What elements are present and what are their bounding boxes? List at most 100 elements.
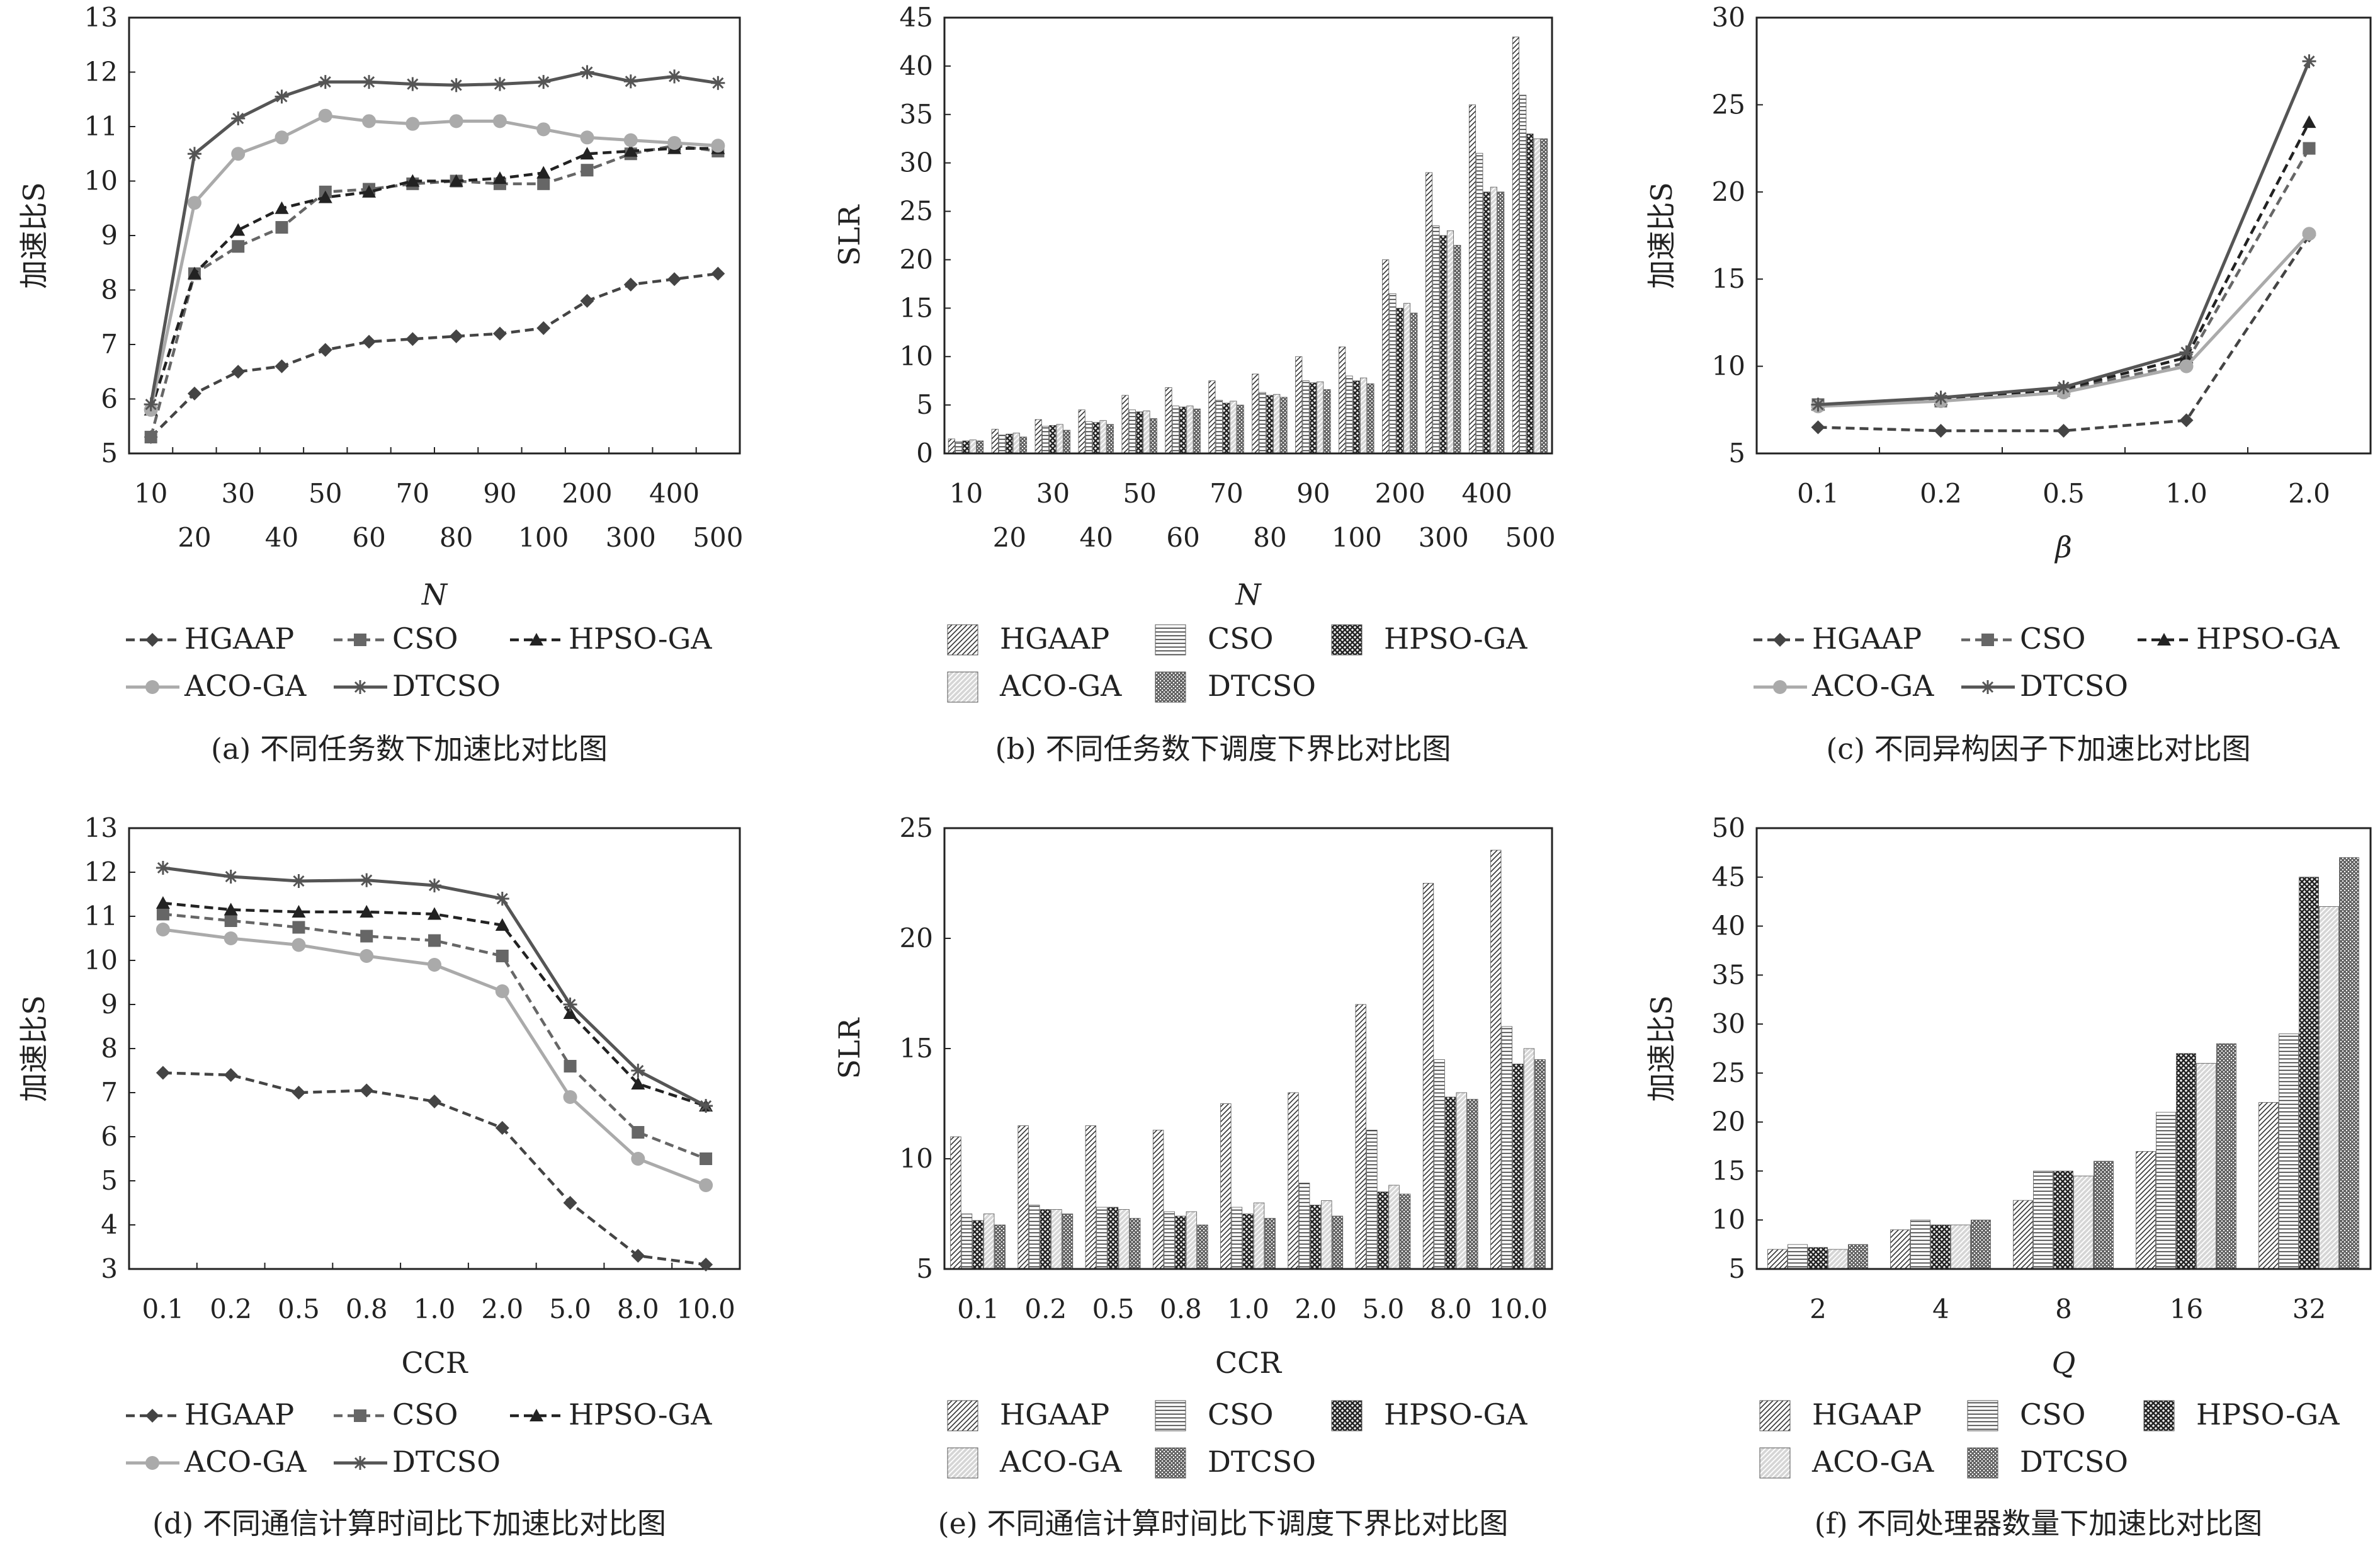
legend-label-cso: CSO bbox=[392, 622, 458, 656]
x-tick-label: 500 bbox=[1505, 522, 1555, 553]
bar bbox=[1056, 424, 1063, 454]
bar bbox=[1062, 1214, 1074, 1270]
data-point bbox=[631, 1064, 645, 1078]
legend-swatch-aco-ga bbox=[947, 1447, 978, 1479]
y-tick-label: 45 bbox=[900, 2, 933, 33]
legend-marker-hpso-ga bbox=[530, 633, 543, 646]
legend-marker-aco-ga bbox=[145, 680, 159, 694]
panel-caption: (e) 不同通信计算时间比下调度下界比对比图 bbox=[938, 1506, 1509, 1540]
legend-swatch-cso bbox=[1967, 1400, 1998, 1431]
x-tick-label: 400 bbox=[1462, 478, 1512, 509]
plot-frame bbox=[1755, 827, 2372, 1270]
bar bbox=[1231, 1207, 1243, 1270]
y-axis-label: 加速比S bbox=[1645, 182, 1679, 289]
bar bbox=[991, 429, 999, 454]
bar bbox=[2094, 1161, 2114, 1270]
x-tick-label: 30 bbox=[221, 478, 254, 509]
bar bbox=[1172, 406, 1179, 454]
data-point bbox=[492, 77, 507, 91]
data-point bbox=[405, 332, 420, 346]
series-hgaap bbox=[948, 37, 1519, 454]
x-tick-label: 70 bbox=[396, 478, 429, 509]
data-point bbox=[231, 147, 246, 161]
legend-swatch-dtcso bbox=[1155, 1447, 1186, 1479]
legend-marker-dtcso bbox=[353, 1456, 367, 1470]
y-tick-label: 5 bbox=[101, 1165, 118, 1196]
data-point bbox=[1811, 397, 1825, 412]
legend-label-aco-ga: ACO-GA bbox=[1811, 669, 1934, 703]
bar bbox=[1310, 1205, 1321, 1270]
data-point bbox=[156, 861, 170, 875]
bar bbox=[972, 1220, 983, 1270]
x-axis-label: Q bbox=[2052, 1346, 2076, 1380]
series-hgaap bbox=[1811, 229, 2316, 438]
data-point bbox=[580, 65, 594, 79]
series-hgaap bbox=[144, 266, 725, 445]
series-dtcso bbox=[1811, 54, 2316, 412]
x-tick-label: 0.8 bbox=[346, 1294, 388, 1324]
bar bbox=[1164, 1211, 1175, 1270]
bar bbox=[948, 438, 955, 454]
legend-swatch-hgaap bbox=[1759, 1400, 1791, 1431]
series-line bbox=[149, 114, 718, 411]
data-point bbox=[2302, 115, 2316, 128]
data-point bbox=[224, 870, 238, 884]
series-line bbox=[162, 1071, 706, 1266]
data-point bbox=[405, 117, 420, 131]
bar bbox=[1346, 375, 1353, 454]
data-point bbox=[362, 334, 377, 349]
data-point bbox=[224, 931, 238, 945]
data-point bbox=[563, 998, 577, 1011]
y-tick-label: 5 bbox=[1728, 1253, 1745, 1284]
bar bbox=[1446, 230, 1454, 454]
data-point bbox=[318, 343, 332, 357]
series-aco-ga bbox=[156, 923, 713, 1192]
data-point bbox=[292, 938, 306, 952]
y-tick-label: 15 bbox=[900, 1033, 933, 1064]
y-tick-label: 25 bbox=[900, 196, 933, 227]
data-point bbox=[2302, 227, 2316, 241]
bar bbox=[1143, 410, 1150, 454]
data-point bbox=[156, 907, 169, 921]
bar bbox=[1534, 1059, 1546, 1270]
x-tick-label: 400 bbox=[649, 478, 700, 509]
bar bbox=[1175, 1215, 1186, 1270]
bar bbox=[1106, 424, 1114, 454]
y-tick-label: 8 bbox=[101, 275, 118, 305]
bar bbox=[2073, 1175, 2094, 1270]
data-point bbox=[360, 930, 373, 943]
data-point bbox=[2056, 424, 2071, 438]
bar bbox=[1890, 1229, 1910, 1270]
y-tick-label: 12 bbox=[84, 57, 118, 88]
legend-marker-dtcso bbox=[353, 680, 367, 694]
data-point bbox=[536, 166, 551, 179]
data-point bbox=[275, 89, 289, 104]
bar bbox=[1237, 404, 1244, 454]
data-point bbox=[699, 1178, 713, 1192]
bar bbox=[1403, 303, 1411, 454]
y-tick-label: 25 bbox=[1712, 89, 1745, 120]
bar bbox=[2339, 857, 2359, 1270]
legend-label-hgaap: HGAAP bbox=[1812, 1397, 1922, 1431]
x-tick-label: 300 bbox=[1419, 522, 1469, 553]
bar bbox=[1432, 225, 1440, 454]
legend-swatch-hgaap bbox=[947, 624, 978, 656]
x-tick-label: 90 bbox=[1296, 478, 1330, 509]
bar bbox=[1422, 883, 1434, 1270]
y-tick-label: 30 bbox=[900, 147, 933, 178]
y-tick-label: 5 bbox=[916, 1253, 933, 1284]
bar bbox=[1302, 380, 1310, 454]
data-point bbox=[187, 386, 201, 401]
x-tick-label: 200 bbox=[562, 478, 612, 509]
legend: HGAAP CSO HPSO-GA ACO-GA DTCSO bbox=[126, 1397, 712, 1479]
x-tick-label: 30 bbox=[1036, 478, 1070, 509]
plot-frame bbox=[128, 827, 741, 1270]
data-point bbox=[292, 1086, 306, 1100]
x-axis-label: CCR bbox=[1215, 1346, 1282, 1380]
bar bbox=[1252, 373, 1259, 454]
bar bbox=[962, 440, 970, 454]
data-point bbox=[275, 359, 289, 373]
data-point bbox=[360, 905, 374, 918]
data-point bbox=[1934, 390, 1948, 405]
y-tick-label: 25 bbox=[900, 812, 933, 843]
